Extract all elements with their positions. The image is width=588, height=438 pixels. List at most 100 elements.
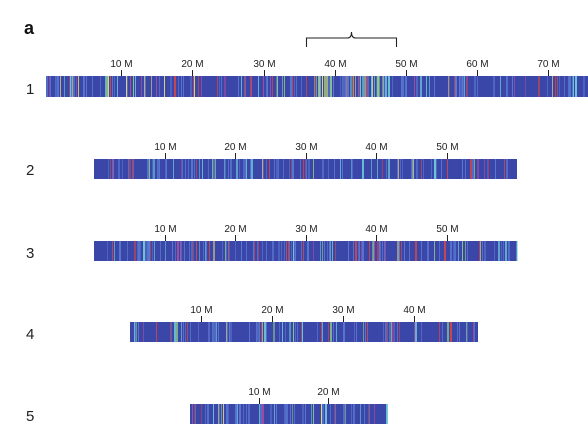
density-stripe [70, 76, 71, 97]
density-stripe [465, 159, 466, 179]
density-stripe [421, 322, 422, 342]
density-stripe [573, 76, 574, 97]
density-stripe [462, 241, 463, 261]
density-stripe [450, 241, 452, 261]
density-stripe [411, 159, 412, 179]
density-stripe [60, 76, 61, 97]
density-stripe [190, 76, 192, 97]
density-stripe [182, 159, 183, 179]
tick-label: 50 M [436, 224, 458, 235]
density-stripe [303, 241, 304, 261]
density-stripe [387, 322, 388, 342]
density-stripe [501, 241, 502, 261]
density-stripe [353, 241, 354, 261]
density-stripe [170, 76, 172, 97]
density-stripe [479, 241, 480, 261]
density-stripe [108, 76, 109, 97]
density-stripe [426, 76, 427, 97]
density-stripe [318, 76, 319, 97]
density-stripe [276, 404, 277, 424]
density-stripe [277, 159, 278, 179]
density-stripe [379, 241, 380, 261]
density-stripe [228, 241, 229, 261]
density-stripe [100, 76, 101, 97]
density-stripe [568, 76, 569, 97]
chromosome-5: 5 10 M 20 M [26, 387, 388, 425]
density-stripe [241, 241, 242, 261]
density-stripe [354, 322, 355, 342]
density-stripe [324, 76, 325, 97]
density-stripe [219, 76, 220, 97]
density-stripe [335, 404, 336, 424]
density-stripe [222, 241, 223, 261]
density-stripe [564, 76, 565, 97]
density-stripe [279, 322, 280, 342]
density-stripe [382, 76, 383, 97]
density-stripe [364, 404, 365, 424]
density-stripe [237, 404, 238, 424]
density-stripe [467, 322, 468, 342]
density-stripe [266, 322, 267, 342]
density-stripe [143, 241, 145, 261]
tick-label: 20 M [181, 59, 203, 70]
density-stripe [333, 322, 334, 342]
density-stripe [363, 76, 365, 97]
density-stripe [439, 322, 440, 342]
density-stripe [253, 241, 254, 261]
tick-label: 30 M [295, 142, 317, 153]
density-stripe [401, 76, 402, 97]
density-stripe [482, 241, 483, 261]
density-stripe [256, 322, 257, 342]
density-stripe [417, 159, 418, 179]
chromosome-1: 1 10 M 20 M 30 M 40 M 50 M 60 M 70 M [26, 59, 588, 98]
density-stripe [235, 241, 236, 261]
density-stripe [201, 76, 202, 97]
density-stripe [140, 241, 141, 261]
density-stripe [583, 76, 584, 97]
density-stripe [467, 241, 468, 261]
density-stripe [296, 76, 297, 97]
density-stripe [315, 76, 316, 97]
density-stripe [525, 76, 526, 97]
density-stripe [330, 322, 332, 342]
density-stripe [149, 159, 150, 179]
density-stripe [305, 159, 306, 179]
density-stripe [130, 76, 131, 97]
density-stripe [360, 76, 361, 97]
density-stripe [133, 76, 134, 97]
density-stripe [570, 76, 571, 97]
density-stripe [190, 322, 191, 342]
density-stripe [258, 322, 259, 342]
density-stripe [329, 241, 330, 261]
density-stripe [379, 76, 380, 97]
density-stripe [383, 322, 384, 342]
density-stripe [263, 76, 264, 97]
density-stripe [294, 404, 295, 424]
density-stripe [192, 241, 193, 261]
density-stripe [117, 76, 118, 97]
density-stripe [84, 76, 85, 97]
density-stripe [284, 404, 285, 424]
density-stripe [165, 241, 166, 261]
density-stripe [412, 159, 413, 179]
density-stripe [107, 241, 108, 261]
tick-label: 10 M [110, 59, 132, 70]
density-stripe [258, 76, 259, 97]
density-stripe [152, 241, 153, 261]
density-stripe [336, 322, 337, 342]
density-stripe [367, 76, 369, 97]
density-stripe [278, 241, 280, 261]
density-stripe [434, 159, 436, 179]
density-stripe [164, 76, 165, 97]
density-stripe [552, 76, 553, 97]
density-stripe [328, 159, 329, 179]
density-stripe [555, 76, 556, 97]
density-stripe [464, 76, 465, 97]
density-stripe [344, 322, 345, 342]
density-stripe [293, 322, 294, 342]
density-stripe [219, 404, 220, 424]
density-stripe [538, 76, 540, 97]
density-stripe [58, 76, 59, 97]
density-stripe [198, 322, 199, 342]
density-stripe [506, 76, 507, 97]
